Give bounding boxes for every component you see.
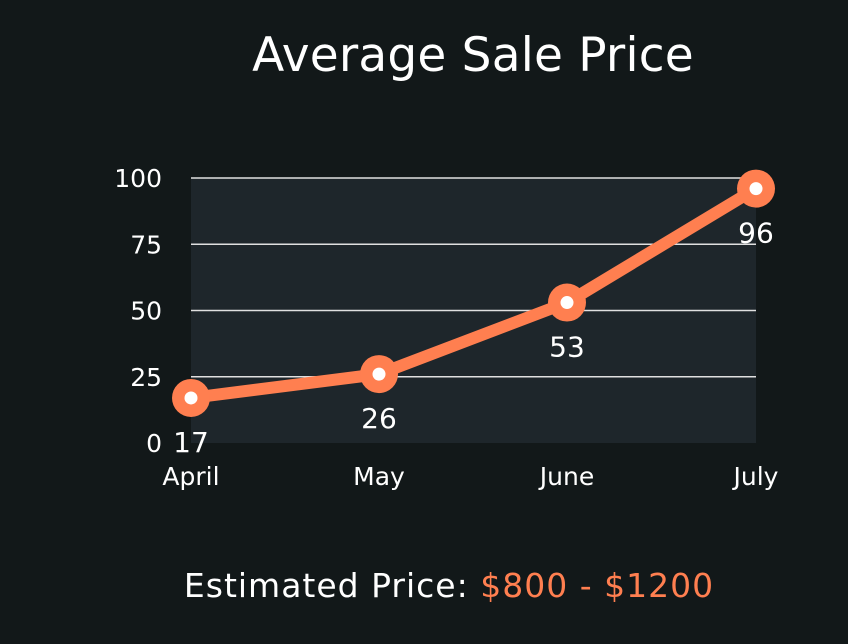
y-tick-label: 25 — [130, 363, 162, 392]
data-point-center — [372, 367, 386, 381]
data-point-center — [184, 391, 198, 405]
estimated-price-value: $800 - $1200 — [480, 566, 715, 605]
data-label: 53 — [549, 331, 585, 364]
estimated-price-footer: Estimated Price: $800 - $1200 — [0, 566, 848, 605]
x-tick-label: July — [732, 462, 779, 491]
data-label: 26 — [361, 402, 397, 435]
y-tick-label: 0 — [146, 429, 162, 458]
data-point-center — [749, 182, 763, 196]
x-tick-label: May — [353, 462, 405, 491]
data-label: 96 — [738, 217, 774, 250]
x-tick-label: April — [162, 462, 219, 491]
y-tick-label: 100 — [114, 164, 162, 193]
y-tick-label: 75 — [130, 230, 162, 259]
chart-title: Average Sale Price — [252, 28, 694, 83]
estimated-price-label: Estimated Price: — [183, 566, 469, 605]
data-label: 17 — [173, 426, 209, 459]
series-line — [185, 182, 762, 404]
y-tick-label: 50 — [130, 297, 162, 326]
x-tick-label: June — [538, 462, 594, 491]
data-point-center — [560, 296, 574, 310]
